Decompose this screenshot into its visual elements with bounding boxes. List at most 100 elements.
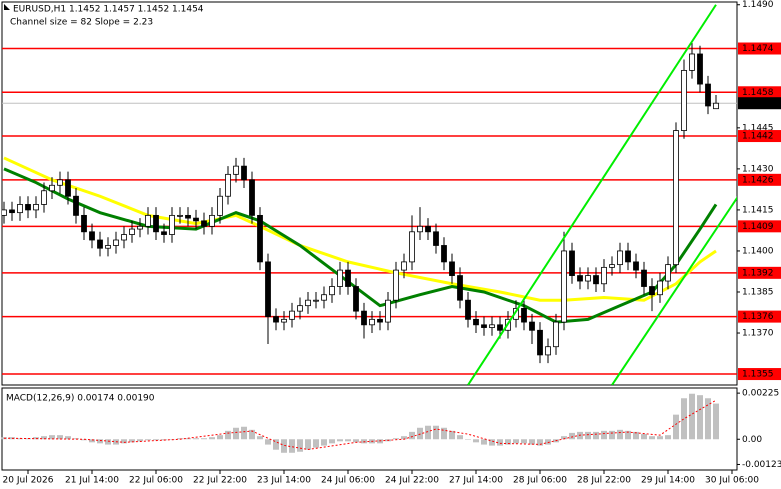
macd-bar: [465, 439, 471, 440]
macd-bar: [153, 439, 159, 441]
macd-bar: [273, 439, 279, 450]
level-label-box: [738, 266, 781, 279]
candle-body: [649, 286, 655, 296]
macd-bar: [9, 437, 15, 440]
macd-bar: [545, 439, 551, 445]
candle-body: [105, 245, 111, 249]
candle-body: [561, 250, 567, 323]
x-tick-label: 28 Jul 06:00: [513, 476, 567, 486]
macd-bar: [409, 431, 415, 440]
macd-bar: [537, 439, 543, 446]
macd-title: MACD(12,26,9) 0.00174 0.00190: [6, 394, 155, 404]
candle-body: [553, 321, 559, 348]
macd-bar: [649, 436, 655, 440]
candle-body: [137, 225, 143, 230]
macd-bar: [681, 398, 687, 440]
level-label-box: [738, 310, 781, 323]
candle-body: [25, 204, 31, 211]
candle-body: [593, 275, 599, 285]
macd-bar: [209, 437, 215, 440]
macd-bar: [353, 439, 359, 443]
level-label: 1.1409: [742, 222, 774, 232]
macd-bar: [97, 439, 103, 444]
macd-bar: [321, 439, 327, 446]
macd-bar: [313, 439, 319, 448]
level-label: 1.1355: [742, 370, 774, 380]
chart-title: EURUSD,H1 1.1452 1.1457 1.1452 1.1454: [13, 5, 204, 15]
candle-body: [185, 214, 191, 219]
macd-bar: [297, 439, 303, 452]
macd-bar: [657, 436, 663, 440]
candle-body: [2, 209, 7, 216]
macd-bar: [593, 431, 599, 440]
macd-bar: [305, 439, 311, 450]
macd-bar: [529, 439, 535, 445]
level-label: 1.1458: [742, 88, 774, 98]
candle-body: [321, 294, 327, 301]
y-tick-label: 1.1445: [742, 123, 774, 133]
x-tick-label: 29 Jul 14:00: [641, 476, 695, 486]
candle-body: [545, 346, 551, 356]
candle-body: [41, 190, 47, 205]
level-label-box: [738, 220, 781, 233]
macd-bar: [417, 427, 423, 440]
channel-info: Channel size = 82 Slope = 2.23: [10, 18, 153, 28]
macd-bar: [641, 433, 647, 440]
y-tick-label: 0.00225: [742, 389, 779, 399]
candle-body: [521, 307, 527, 323]
candle-body: [625, 250, 631, 263]
macd-bar: [569, 432, 575, 440]
y-tick-label: 1.1370: [742, 329, 774, 339]
candle-body: [585, 275, 591, 282]
macd-bar: [689, 393, 695, 440]
macd-bar: [497, 439, 503, 446]
candle-body: [329, 286, 335, 296]
macd-bar: [49, 435, 55, 440]
candle-body: [681, 69, 687, 131]
candle-body: [361, 310, 367, 326]
candle-body: [473, 318, 479, 326]
macd-bar: [185, 438, 191, 440]
candle-body: [345, 269, 351, 287]
candle-body: [465, 299, 471, 320]
level-label: 1.1426: [742, 175, 774, 185]
candle-body: [433, 231, 439, 246]
candle-body: [409, 231, 415, 263]
macd-bar: [289, 439, 295, 453]
candle-body: [705, 83, 711, 107]
candle-body: [17, 204, 23, 214]
y-tick-label: 1.1415: [742, 205, 774, 215]
macd-bar: [177, 438, 183, 440]
candle-body: [73, 195, 79, 216]
candle-body: [441, 245, 447, 263]
macd-bar: [193, 438, 199, 440]
macd-bar: [505, 439, 511, 445]
macd-bar: [137, 439, 143, 442]
candle-body: [209, 214, 215, 227]
macd-bar: [129, 439, 135, 443]
macd-bar: [489, 439, 495, 446]
candle-body: [633, 261, 639, 271]
level-label-box: [738, 86, 781, 99]
x-tick-label: 21 Jul 14:00: [65, 476, 119, 486]
candle-body: [249, 179, 255, 216]
macd-bar: [713, 403, 719, 440]
candle-body: [97, 239, 103, 249]
macd-bar: [513, 439, 519, 444]
level-label-box: [738, 368, 781, 381]
candle-body: [9, 209, 15, 214]
candle-body: [201, 220, 207, 227]
x-tick-label: 22 Jul 22:00: [193, 476, 247, 486]
macd-signal: [3, 399, 717, 451]
macd-bar: [361, 439, 367, 444]
candle-body: [489, 324, 495, 328]
macd-bar: [665, 435, 671, 440]
candle-body: [425, 225, 431, 233]
candle-body: [297, 305, 303, 312]
candle-body: [169, 214, 175, 235]
candle-body: [281, 318, 287, 323]
candle-body: [393, 269, 399, 301]
channel-line: [467, 4, 717, 385]
candle-body: [673, 130, 679, 266]
macd-plot: [1, 393, 719, 453]
